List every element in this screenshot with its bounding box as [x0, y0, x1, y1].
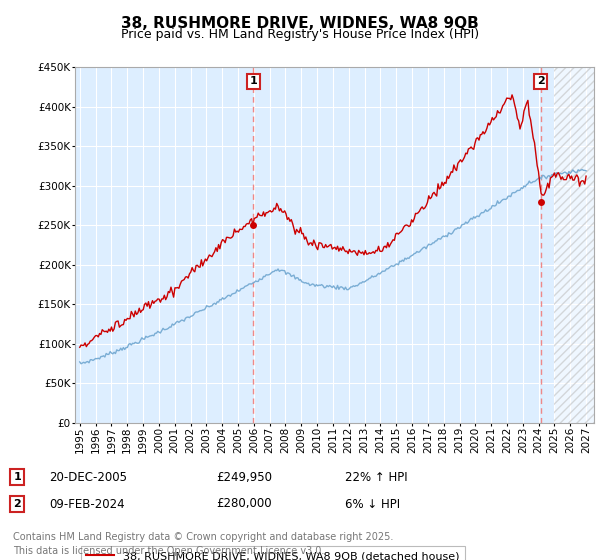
- Legend: 38, RUSHMORE DRIVE, WIDNES, WA8 9QB (detached house), HPI: Average price, detach: 38, RUSHMORE DRIVE, WIDNES, WA8 9QB (det…: [80, 545, 465, 560]
- Text: Price paid vs. HM Land Registry's House Price Index (HPI): Price paid vs. HM Land Registry's House …: [121, 28, 479, 41]
- Text: 1: 1: [13, 472, 21, 482]
- Text: 20-DEC-2005: 20-DEC-2005: [49, 470, 127, 484]
- Text: £249,950: £249,950: [216, 470, 272, 484]
- Text: 1: 1: [250, 76, 257, 86]
- Text: 2: 2: [13, 499, 21, 509]
- Text: 09-FEB-2024: 09-FEB-2024: [49, 497, 125, 511]
- Text: 22% ↑ HPI: 22% ↑ HPI: [345, 470, 407, 484]
- Text: 38, RUSHMORE DRIVE, WIDNES, WA8 9QB: 38, RUSHMORE DRIVE, WIDNES, WA8 9QB: [121, 16, 479, 31]
- Text: Contains HM Land Registry data © Crown copyright and database right 2025.
This d: Contains HM Land Registry data © Crown c…: [13, 533, 394, 556]
- Text: 2: 2: [536, 76, 544, 86]
- Text: £280,000: £280,000: [216, 497, 272, 511]
- Bar: [554, 67, 594, 423]
- Text: 6% ↓ HPI: 6% ↓ HPI: [345, 497, 400, 511]
